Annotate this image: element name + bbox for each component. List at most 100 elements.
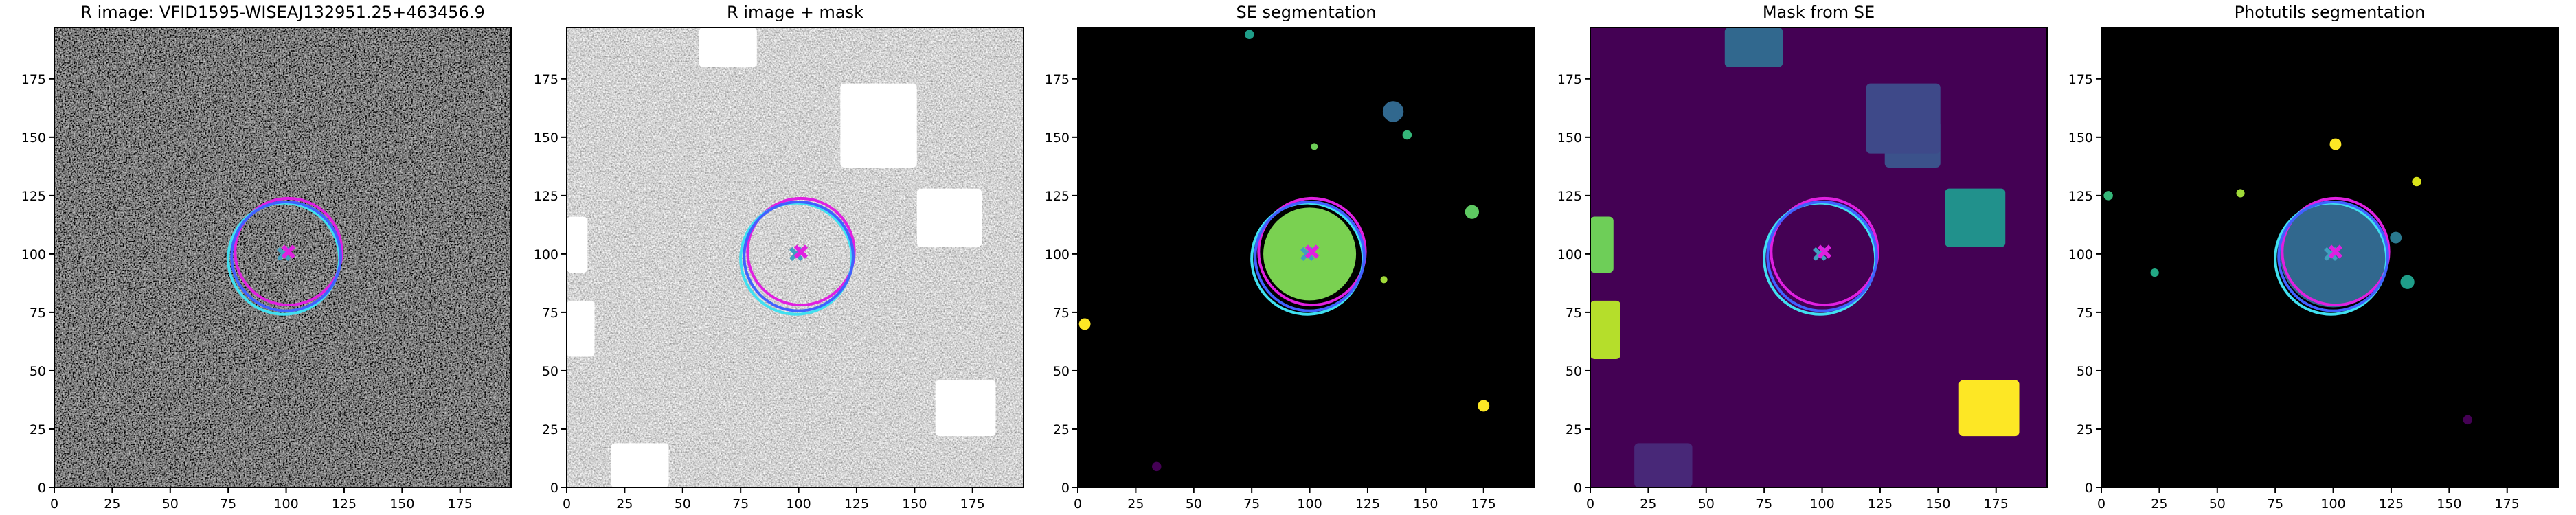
y-tick-label: 75 (1566, 306, 1582, 321)
center-marker (1304, 244, 1320, 259)
mask-region (1590, 300, 1620, 359)
x-tick-label: 50 (1186, 496, 1202, 512)
y-tick-label: 150 (1557, 130, 1582, 146)
mask-region (567, 300, 595, 357)
panel: 0 25 50 75 100 125 150 175 0 25 50 75 100 125 150 175 SE… (1045, 3, 1535, 512)
y-tick-label: 150 (21, 130, 46, 146)
segment (2463, 415, 2473, 425)
x-tick-label: 75 (1243, 496, 1260, 512)
y-tick-label: 100 (21, 247, 46, 262)
mask-region (1724, 27, 1783, 67)
x-tick-label: 150 (902, 496, 927, 512)
mask-region (1866, 83, 1941, 154)
mask-region (1945, 188, 2006, 247)
center-marker (281, 244, 296, 259)
y-tick-label: 150 (534, 130, 558, 146)
segment (2150, 268, 2159, 277)
mask-region (1958, 380, 2020, 437)
x-tick-label: 75 (1756, 496, 1772, 512)
y-tick-label: 0 (38, 481, 46, 496)
aperture (230, 200, 342, 312)
mask-region (935, 380, 996, 437)
x-tick-label: 25 (104, 496, 120, 512)
mask-region (567, 216, 588, 273)
y-tick-label: 25 (1053, 422, 1070, 437)
x-tick-label: 125 (1868, 496, 1893, 512)
segment (2400, 275, 2415, 289)
segment (2390, 231, 2402, 244)
x-tick-label: 100 (786, 496, 811, 512)
y-tick-label: 50 (1566, 364, 1582, 379)
y-tick-label: 100 (1045, 247, 1070, 262)
x-tick-label: 150 (1413, 496, 1438, 512)
panel: 0 25 50 75 100 125 150 175 0 25 50 75 100 125 150 175 R … (21, 3, 512, 512)
x-tick-label: 50 (1698, 496, 1715, 512)
panel-title: Photutils segmentation (2235, 3, 2426, 22)
x-tick-label: 175 (1984, 496, 2009, 512)
y-tick-label: 125 (2068, 189, 2093, 204)
center-marker (1817, 244, 1832, 259)
segment (1380, 276, 1388, 284)
x-tick-label: 0 (2097, 496, 2105, 512)
axes-frame (566, 27, 1024, 488)
y-tick-label: 50 (542, 364, 558, 379)
plot-area (567, 27, 1024, 488)
x-tick-label: 25 (1640, 496, 1656, 512)
plot-area (1590, 27, 2047, 488)
y-tick-label: 125 (1045, 189, 1070, 204)
x-tick-label: 25 (1127, 496, 1144, 512)
panel: 0 25 50 75 100 125 150 175 0 25 50 75 100 125 150 175 Ph… (2068, 3, 2559, 512)
segment (1465, 205, 1479, 219)
axes-frame (2101, 27, 2559, 488)
panel-title: R image + mask (727, 3, 863, 22)
segment (1402, 130, 1412, 140)
plot-area (2101, 27, 2558, 488)
x-tick-label: 150 (2437, 496, 2461, 512)
x-tick-label: 150 (1925, 496, 1950, 512)
x-tick-label: 175 (448, 496, 473, 512)
x-tick-label: 100 (273, 496, 298, 512)
y-tick-label: 75 (542, 306, 558, 321)
mask-region (1590, 216, 1614, 273)
mask-region (1634, 443, 1693, 488)
x-tick-label: 50 (675, 496, 691, 512)
x-tick-label: 25 (2151, 496, 2167, 512)
y-tick-label: 25 (30, 422, 46, 437)
x-tick-label: 75 (732, 496, 749, 512)
segment (1152, 461, 1162, 472)
axes-frame (1077, 27, 1535, 488)
y-tick-label: 0 (1061, 481, 1070, 496)
y-tick-label: 50 (2077, 364, 2093, 379)
x-tick-label: 0 (50, 496, 58, 512)
x-tick-label: 175 (2495, 496, 2520, 512)
segment (1311, 143, 1318, 150)
segment (1478, 400, 1490, 412)
y-tick-label: 125 (21, 189, 46, 204)
segment (2329, 138, 2342, 150)
y-tick-label: 100 (534, 247, 558, 262)
x-tick-label: 50 (162, 496, 179, 512)
mask-region (699, 27, 757, 67)
y-tick-label: 75 (1053, 306, 1070, 321)
x-tick-label: 50 (2209, 496, 2226, 512)
x-tick-label: 100 (2320, 496, 2345, 512)
center-marker (793, 244, 809, 259)
y-tick-label: 75 (2077, 306, 2093, 321)
x-tick-label: 125 (1355, 496, 1380, 512)
y-tick-label: 0 (550, 481, 558, 496)
x-tick-label: 150 (389, 496, 414, 512)
aperture (2277, 200, 2389, 312)
y-tick-label: 25 (2077, 422, 2093, 437)
segment (2103, 191, 2113, 201)
y-tick-label: 175 (21, 72, 46, 87)
y-tick-label: 0 (2085, 481, 2093, 496)
segment (1078, 318, 1091, 330)
y-tick-label: 25 (1566, 422, 1582, 437)
y-tick-label: 100 (2068, 247, 2093, 262)
x-tick-label: 0 (1074, 496, 1082, 512)
mask-region (840, 83, 917, 168)
x-tick-label: 0 (1586, 496, 1594, 512)
aperture (743, 200, 855, 312)
x-tick-label: 175 (960, 496, 985, 512)
y-tick-label: 150 (1045, 130, 1070, 146)
